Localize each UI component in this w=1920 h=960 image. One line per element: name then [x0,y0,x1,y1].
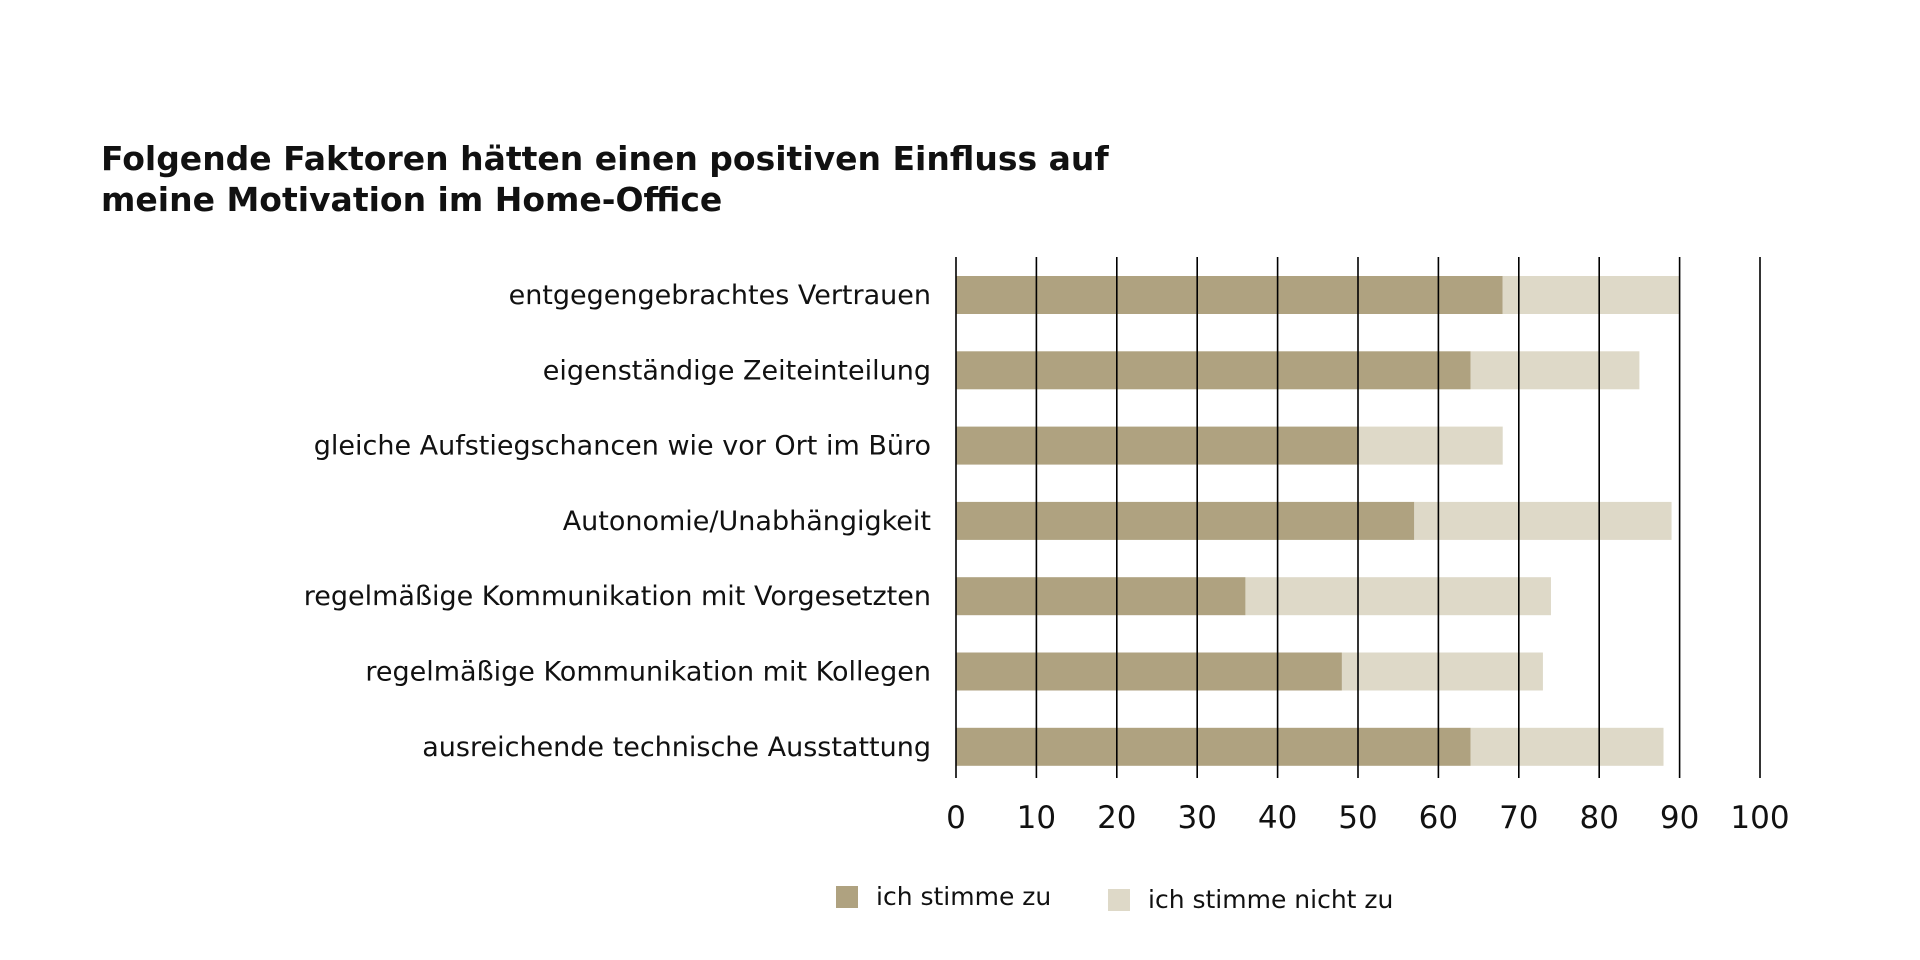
bar-agree [956,351,1471,390]
legend-item-disagree: ich stimme nicht zu [1108,885,1393,914]
bar-disagree [1414,501,1672,540]
bar-agree [956,426,1358,465]
x-tick-label: 100 [1730,800,1789,836]
x-tick-label: 10 [1017,800,1056,836]
category-label: eigenständige Zeiteinteilung [543,355,931,386]
chart-title-line-1: Folgende Faktoren hätten einen positiven… [101,139,1109,178]
category-label: Autonomie/Unabhängigkeit [563,506,931,537]
legend-swatch-agree [836,885,858,908]
category-label: regelmäßige Kommunikation mit Vorgesetzt… [304,581,931,612]
bar-agree [956,727,1471,766]
bar-agree [956,577,1246,616]
legend-swatch-disagree [1108,888,1130,911]
bar-disagree [1341,652,1543,691]
x-tick-label: 70 [1499,800,1538,836]
x-tick-label: 30 [1177,800,1216,836]
bar-agree [956,501,1415,540]
x-tick-label: 0 [946,800,966,836]
category-label: entgegengebrachtes Vertrauen [509,280,931,311]
category-label: ausreichende technische Ausstattung [422,732,931,763]
bar-disagree [1470,351,1640,390]
bar-disagree [1358,426,1503,465]
bar-agree [956,276,1503,314]
bar-disagree [1245,577,1551,616]
bar-disagree [1502,276,1680,314]
category-label: gleiche Aufstiegschancen wie vor Ort im … [314,431,931,462]
x-tick-label: 60 [1419,800,1458,836]
chart-title-line-2: meine Motivation im Home-Office [101,180,723,219]
x-tick-label: 90 [1660,800,1699,836]
legend-label-disagree: ich stimme nicht zu [1148,885,1394,914]
x-tick-label: 20 [1097,800,1136,836]
bar-disagree [1470,727,1664,766]
category-label: regelmäßige Kommunikation mit Kollegen [365,657,931,688]
chart-title: Folgende Faktoren hätten einen positiven… [101,138,1109,220]
legend-item-agree: ich stimme zu [836,882,1051,911]
bar-agree [956,652,1342,691]
x-tick-label: 80 [1579,800,1618,836]
x-tick-label: 50 [1338,800,1377,836]
x-tick-label: 40 [1258,800,1297,836]
legend-label-agree: ich stimme zu [876,882,1052,911]
